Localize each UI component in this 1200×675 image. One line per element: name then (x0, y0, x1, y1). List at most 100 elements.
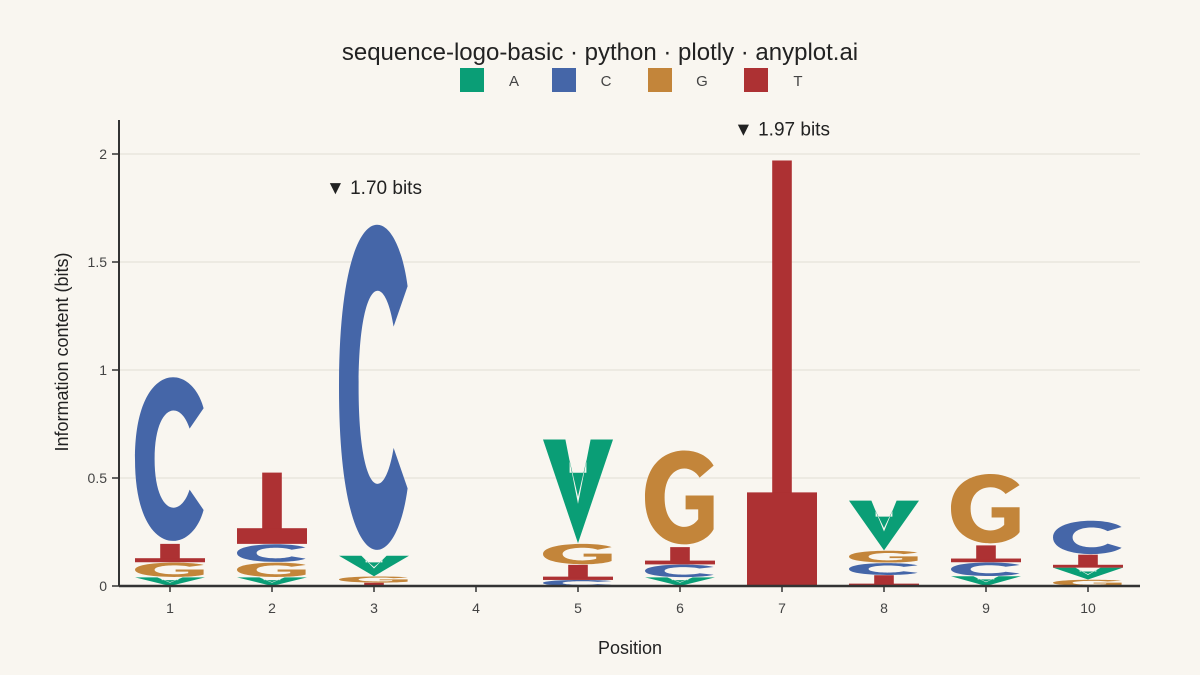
letter-g (339, 576, 408, 583)
letter-c (543, 580, 612, 586)
legend-item-g[interactable]: G (648, 68, 708, 92)
x-axis-label: Position (598, 638, 662, 658)
letter-stacks (135, 160, 1123, 586)
t-bar (747, 492, 817, 586)
glyph-a (135, 577, 205, 586)
glyph-g (543, 543, 612, 565)
glyph-a (237, 577, 307, 586)
x-tick-label: 10 (1080, 600, 1096, 616)
y-tick-label: 2 (99, 146, 107, 162)
glyph-c (1053, 520, 1122, 555)
glyph-g (951, 473, 1020, 544)
t-stem (1078, 554, 1098, 566)
glyph-a (1053, 567, 1123, 580)
letter-a (339, 555, 409, 577)
letter-c (237, 544, 306, 562)
y-tick-label: 1 (99, 362, 107, 378)
glyph-g (1053, 579, 1122, 586)
stack-position-6 (645, 450, 715, 586)
letter-a (645, 577, 715, 586)
legend-label: A (509, 73, 519, 90)
letter-t (645, 547, 715, 565)
t-bar (645, 560, 715, 565)
t-stem (670, 547, 690, 562)
glyph-a (849, 500, 919, 551)
x-tick-label: 1 (166, 600, 174, 616)
peak-annotation: ▼ 1.97 bits (734, 119, 830, 140)
t-bar (1053, 564, 1123, 568)
glyph-g (237, 562, 306, 577)
letter-g (951, 473, 1020, 544)
letter-g (543, 543, 612, 565)
y-axis-label: Information content (bits) (52, 252, 72, 451)
glyph-a (339, 555, 409, 577)
x-tick-label: 6 (676, 600, 684, 616)
glyph-c (135, 377, 204, 541)
legend-swatch (552, 68, 576, 92)
t-stem (160, 543, 180, 559)
t-bar (237, 528, 307, 544)
letter-a (1053, 567, 1123, 580)
axes (118, 120, 1140, 588)
letter-c (1053, 520, 1122, 555)
letter-g (237, 562, 306, 577)
t-bar (543, 576, 613, 580)
letter-c (951, 562, 1020, 577)
letter-a (849, 500, 919, 551)
t-stem (364, 582, 384, 586)
legend-item-t[interactable]: T (744, 68, 803, 92)
y-tick-label: 1.5 (88, 254, 108, 270)
annotations: ▼ 1.70 bits ▼ 1.97 bits (326, 119, 830, 198)
letter-t (747, 160, 817, 586)
glyph-c (645, 564, 714, 578)
letter-g (645, 450, 714, 545)
letter-g (849, 550, 918, 563)
glyph-a (951, 576, 1021, 586)
x-tick-label: 3 (370, 600, 378, 616)
tick-labels: 0 0.5 1 1.5 2 1 2 3 4 5 6 7 8 9 10 (88, 146, 1096, 616)
stack-position-10 (1053, 520, 1123, 586)
glyph-g (339, 576, 408, 583)
glyph-c (543, 580, 612, 586)
letter-c (339, 224, 408, 550)
letter-t (543, 564, 613, 580)
legend-item-c[interactable]: C (552, 68, 612, 92)
t-stem (874, 575, 894, 585)
letter-c (645, 564, 714, 578)
x-tick-label: 9 (982, 600, 990, 616)
glyph-a (543, 439, 613, 544)
stack-position-3 (339, 224, 409, 586)
glyph-c (237, 544, 306, 562)
glyph-g (645, 450, 714, 545)
stack-position-5 (543, 439, 613, 586)
legend-label: G (696, 73, 708, 90)
letter-a (543, 439, 613, 544)
x-tick-label: 8 (880, 600, 888, 616)
glyph-a (645, 577, 715, 586)
x-tick-label: 2 (268, 600, 276, 616)
glyph-c (849, 563, 918, 575)
letter-g (135, 562, 204, 577)
glyph-g (135, 562, 204, 577)
letter-a (951, 576, 1021, 586)
t-stem (262, 472, 282, 529)
x-tick-label: 4 (472, 600, 480, 616)
glyph-c (951, 562, 1020, 577)
glyph-c (339, 224, 408, 550)
legend-swatch (460, 68, 484, 92)
letter-t (1053, 554, 1123, 568)
legend-item-a[interactable]: A (460, 68, 519, 92)
legend-swatch (648, 68, 672, 92)
stack-position-9 (951, 473, 1021, 586)
legend-swatch (744, 68, 768, 92)
legend-label: C (601, 73, 612, 90)
stack-position-7 (747, 160, 817, 586)
t-stem (568, 564, 588, 578)
x-tick-label: 7 (778, 600, 786, 616)
letter-t (237, 472, 307, 544)
legend-label: T (793, 73, 802, 90)
letter-a (237, 577, 307, 586)
letter-t (951, 545, 1021, 563)
